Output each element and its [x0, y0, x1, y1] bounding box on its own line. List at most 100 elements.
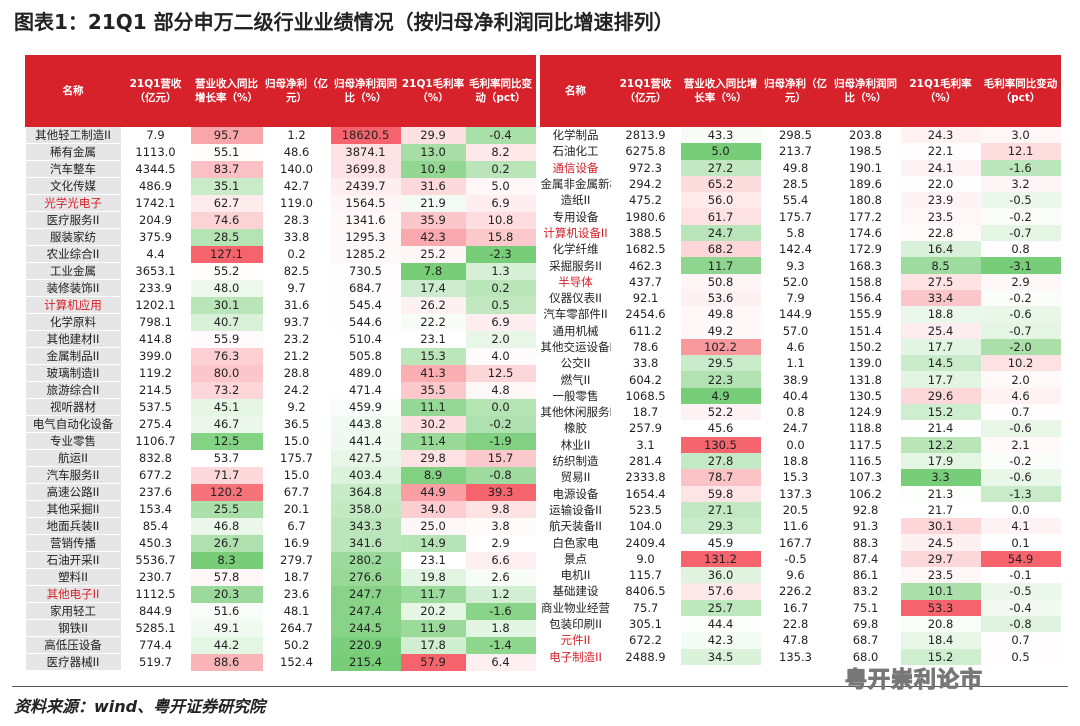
industry-name: 装修装饰II — [25, 279, 121, 297]
table-row: 元件II 672.2 42.3 47.8 68.7 18.4 0.7 — [541, 632, 1061, 649]
data-cell: 1682.5 — [625, 242, 666, 257]
data-cell: 230.7 — [139, 570, 172, 584]
table-row: 专业零售 1106.7 12.5 15.0 441.4 11.4 -1.9 — [25, 432, 536, 450]
data-cell: 3.0 — [980, 126, 1061, 144]
table-row: 塑料II 230.7 57.8 18.7 276.6 19.8 2.6 — [25, 568, 536, 586]
data-cell: 27.8 — [680, 452, 761, 470]
data-cell: 22.3 — [680, 371, 761, 388]
data-cell: 204.9 — [139, 213, 172, 227]
data-cell: 213.7 — [779, 144, 812, 159]
data-cell: 1.2 — [287, 128, 306, 143]
data-cell: 29.9 — [400, 126, 466, 144]
data-cell: 34.5 — [680, 648, 761, 665]
data-cell: 6.7 — [287, 519, 306, 533]
data-cell: 135.3 — [779, 649, 812, 664]
data-cell: 6.4 — [465, 653, 536, 671]
data-cell: 5536.7 — [135, 553, 176, 567]
data-cell: 50.8 — [680, 273, 761, 290]
header-cell: 21Q1营收（亿元） — [610, 55, 681, 127]
data-cell: 17.7 — [900, 338, 981, 356]
source: 资料来源：wind、粤开证券研究院 — [14, 697, 266, 716]
industry-name: 服装家纺 — [25, 228, 121, 246]
data-cell: 11.7 — [680, 257, 761, 274]
data-cell: 2.6 — [465, 568, 536, 586]
data-cell: 14.5 — [900, 355, 981, 372]
data-cell: 1564.5 — [330, 194, 401, 212]
data-cell: 1112.5 — [135, 587, 176, 601]
data-cell: 3.1 — [636, 437, 655, 452]
table-row: 医疗服务II 204.9 74.6 28.3 1341.6 35.9 10.8 — [25, 211, 536, 229]
data-cell: 93.7 — [283, 315, 310, 329]
data-cell: 23.1 — [400, 330, 466, 348]
table-row: 专用设备 1980.6 61.7 175.7 177.2 23.5 -0.2 — [541, 208, 1061, 225]
data-cell: -0.7 — [980, 224, 1061, 242]
industry-name: 专业零售 — [25, 432, 121, 450]
data-cell: 150.2 — [849, 340, 882, 354]
data-cell: 0.7 — [980, 632, 1061, 649]
data-cell: 3.3 — [900, 469, 981, 486]
data-cell: -1.6 — [465, 602, 536, 620]
table-row: 玻璃制造II 119.2 80.0 28.8 489.0 41.3 12.5 — [25, 364, 536, 382]
data-cell: 62.7 — [190, 194, 263, 212]
data-cell: 25.0 — [400, 517, 466, 535]
table-row: 电气自动化设备 275.4 46.7 36.5 443.8 30.2 -0.2 — [25, 415, 536, 433]
data-cell: 0.5 — [980, 648, 1061, 665]
table-row: 林业II 3.1 130.5 0.0 117.5 12.2 2.1 — [541, 436, 1061, 453]
data-cell: 34.0 — [400, 500, 466, 518]
header-cell: 毛利率同比变动（pct） — [465, 55, 536, 127]
data-cell: -0.2 — [980, 208, 1061, 225]
data-cell: 510.4 — [330, 330, 401, 348]
data-cell: 29.6 — [900, 387, 981, 405]
header-cell: 21Q1毛利率（%） — [900, 55, 981, 127]
data-cell: 276.6 — [330, 568, 401, 586]
data-cell: 414.8 — [139, 332, 172, 346]
data-cell: -0.8 — [465, 466, 536, 484]
data-cell: 3653.1 — [135, 264, 176, 278]
data-cell: 17.8 — [400, 636, 466, 654]
data-cell: 10.8 — [465, 211, 536, 229]
data-cell: 2.9 — [980, 273, 1061, 290]
data-cell: 167.7 — [779, 535, 812, 550]
data-cell: 462.3 — [629, 258, 662, 273]
data-cell: 131.8 — [849, 372, 882, 387]
data-cell: 140.0 — [280, 162, 313, 176]
data-cell: 25.2 — [400, 245, 466, 263]
table-row: 公交II 33.8 29.5 1.1 139.0 14.5 10.2 — [541, 355, 1061, 372]
industry-name: 包装印刷II — [549, 617, 602, 632]
industry-name: 光学光电子 — [25, 194, 121, 212]
industry-name: 石油化工 — [552, 144, 599, 159]
data-cell: 59.8 — [680, 485, 761, 502]
data-cell: -0.6 — [980, 306, 1061, 323]
data-cell: 203.8 — [849, 128, 882, 143]
industry-name: 基础建设 — [552, 584, 599, 599]
data-cell: 1106.7 — [135, 434, 176, 448]
data-cell: -0.6 — [980, 469, 1061, 486]
data-cell: 53.6 — [680, 289, 761, 307]
table-row: 工业金属 3653.1 55.2 82.5 730.5 7.8 1.3 — [25, 262, 536, 280]
data-cell: 27.5 — [900, 273, 981, 290]
industry-name: 计算机设备II — [543, 225, 608, 240]
data-cell: 1341.6 — [330, 211, 401, 229]
table-row: 仪器仪表II 92.1 53.6 7.9 156.4 33.4 -0.2 — [541, 289, 1061, 307]
industry-name: 石油开采II — [25, 551, 121, 569]
data-cell: 15.0 — [283, 434, 310, 448]
data-cell: 7.8 — [400, 262, 466, 280]
data-cell: 305.1 — [629, 617, 662, 632]
industry-name: 其他交运设备II — [540, 340, 611, 354]
data-cell: 33.8 — [283, 230, 310, 244]
data-cell: 55.2 — [190, 262, 263, 280]
data-cell: 4.6 — [980, 387, 1061, 405]
data-cell: 0.0 — [786, 437, 805, 452]
header-cell: 营业收入同比增长率（%） — [680, 55, 761, 127]
data-cell: 505.8 — [330, 347, 401, 365]
data-cell: 1980.6 — [625, 209, 666, 224]
data-cell: 86.1 — [852, 568, 879, 583]
data-cell: 19.8 — [400, 568, 466, 586]
data-cell: 2409.4 — [625, 535, 666, 550]
data-cell: 247.7 — [330, 585, 401, 603]
data-cell: 774.4 — [139, 638, 172, 652]
table-row: 化学制品 2813.9 43.3 298.5 203.8 24.3 3.0 — [541, 126, 1061, 144]
data-cell: 275.4 — [139, 417, 172, 431]
data-cell: 1.8 — [465, 619, 536, 637]
header-cell: 21Q1毛利率（%） — [400, 55, 466, 127]
